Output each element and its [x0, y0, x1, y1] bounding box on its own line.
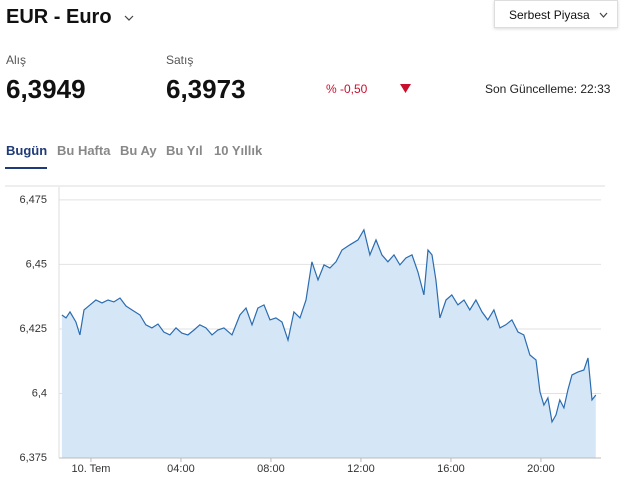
tab[interactable]: Bu Ay — [120, 143, 157, 158]
change: % -0,50 — [326, 82, 368, 96]
market-dropdown[interactable]: Serbest Piyasa — [494, 0, 618, 28]
x-tick-label: 16:00 — [437, 463, 465, 475]
x-tick-label: 12:00 — [347, 463, 375, 475]
active-tab-underline — [5, 167, 47, 169]
x-tick-label: 10. Tem — [71, 463, 110, 475]
line — [61, 228, 597, 424]
y-tick-label: 6,425 — [19, 323, 47, 335]
y-tick-label: 6,475 — [19, 194, 47, 206]
x-tick-label: 04:00 — [167, 463, 195, 475]
buy-label: Alış — [6, 53, 27, 67]
y-tick-label: 6,4 — [32, 387, 47, 399]
tab[interactable]: Bugün — [6, 143, 48, 158]
y-tick-label: 6,45 — [26, 258, 47, 270]
tab[interactable]: Bu Yıl — [166, 143, 203, 158]
title-chevron[interactable] — [124, 14, 134, 22]
x-tick-label: 20:00 — [527, 463, 555, 475]
buy-price: 6,3949 — [6, 74, 86, 104]
last-update: Son Güncelleme: 22:33 — [485, 82, 611, 96]
sell-label: Satış — [166, 53, 194, 67]
market-label: Serbest Piyasa — [509, 8, 590, 22]
x-tick-label: 08:00 — [257, 463, 285, 475]
sell-price: 6,3973 — [166, 74, 246, 104]
currency-title[interactable]: EUR - Euro — [6, 6, 112, 28]
area — [61, 229, 596, 458]
tab[interactable]: Bu Hafta — [57, 143, 111, 158]
y-tick-label: 6,375 — [19, 452, 47, 464]
tab[interactable]: 10 Yıllık — [214, 143, 263, 158]
dropdown-chevron — [599, 12, 608, 18]
down-arrow — [400, 84, 411, 93]
